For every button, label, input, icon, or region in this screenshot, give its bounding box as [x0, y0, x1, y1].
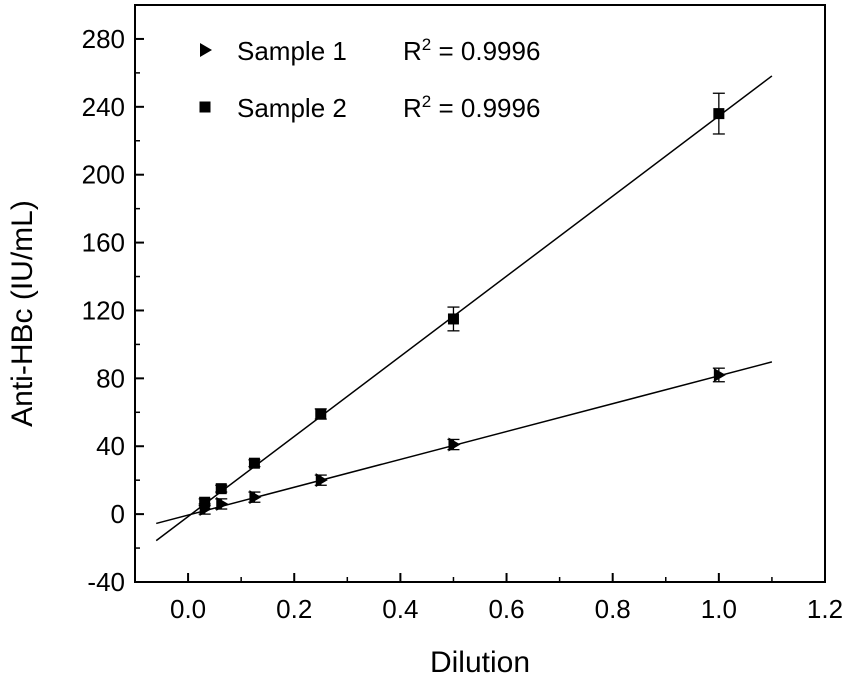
data-point: [448, 437, 461, 452]
data-point: [216, 496, 229, 511]
legend-marker: [200, 43, 212, 57]
x-tick-label: 0.4: [382, 594, 418, 624]
y-tick-label: 80: [96, 363, 125, 393]
x-tick-label: 1.2: [807, 594, 843, 624]
legend-label: Sample 2: [237, 93, 347, 123]
legend-r2: R2 = 0.9996: [403, 35, 540, 66]
data-point: [447, 313, 459, 325]
y-tick-label: 160: [82, 228, 125, 258]
fit-line: [156, 361, 773, 525]
legend-r2: R2 = 0.9996: [403, 92, 540, 123]
data-point: [248, 457, 260, 469]
plot-border: [134, 4, 826, 583]
y-tick-label: 120: [82, 295, 125, 325]
data-point: [199, 496, 211, 508]
series-2: [155, 75, 773, 542]
data-point: [713, 108, 725, 120]
fit-line: [155, 75, 773, 542]
data-point: [315, 473, 328, 488]
data-point: [713, 367, 726, 382]
y-tick-label: 280: [82, 24, 125, 54]
data-point: [215, 483, 227, 495]
legend: Sample 1 R2 = 0.9996 Sample 2 R2 = 0.9996: [199, 35, 540, 123]
legend-entry: Sample 2 R2 = 0.9996: [199, 92, 540, 123]
series-layer: [155, 75, 773, 542]
y-tick-label: -40: [87, 567, 125, 597]
x-axis-title: Dilution: [430, 646, 530, 679]
y-tick-label: 200: [82, 160, 125, 190]
legend-marker: [199, 101, 211, 113]
series-1: [156, 361, 773, 525]
legend-entry: Sample 1 R2 = 0.9996: [200, 35, 540, 66]
y-axis: -40 0 40 80 120 160 200 240 280: [82, 24, 144, 597]
x-tick-label: 0.2: [276, 594, 312, 624]
x-tick-label: 0.0: [170, 594, 206, 624]
legend-label: Sample 1: [237, 36, 347, 66]
x-tick-label: 0.6: [488, 594, 524, 624]
y-tick-label: 240: [82, 92, 125, 122]
data-point: [315, 408, 327, 420]
x-tick-label: 1.0: [701, 594, 737, 624]
plot-frame: [134, 4, 826, 583]
x-axis: 0.0 0.2 0.4 0.6 0.8 1.0 1.2: [134, 573, 843, 624]
y-tick-label: 40: [96, 431, 125, 461]
y-tick-label: 0: [111, 499, 125, 529]
y-axis-title: Anti-HBc (IU/mL): [6, 200, 39, 427]
data-point: [249, 490, 262, 505]
x-tick-label: 0.8: [595, 594, 631, 624]
